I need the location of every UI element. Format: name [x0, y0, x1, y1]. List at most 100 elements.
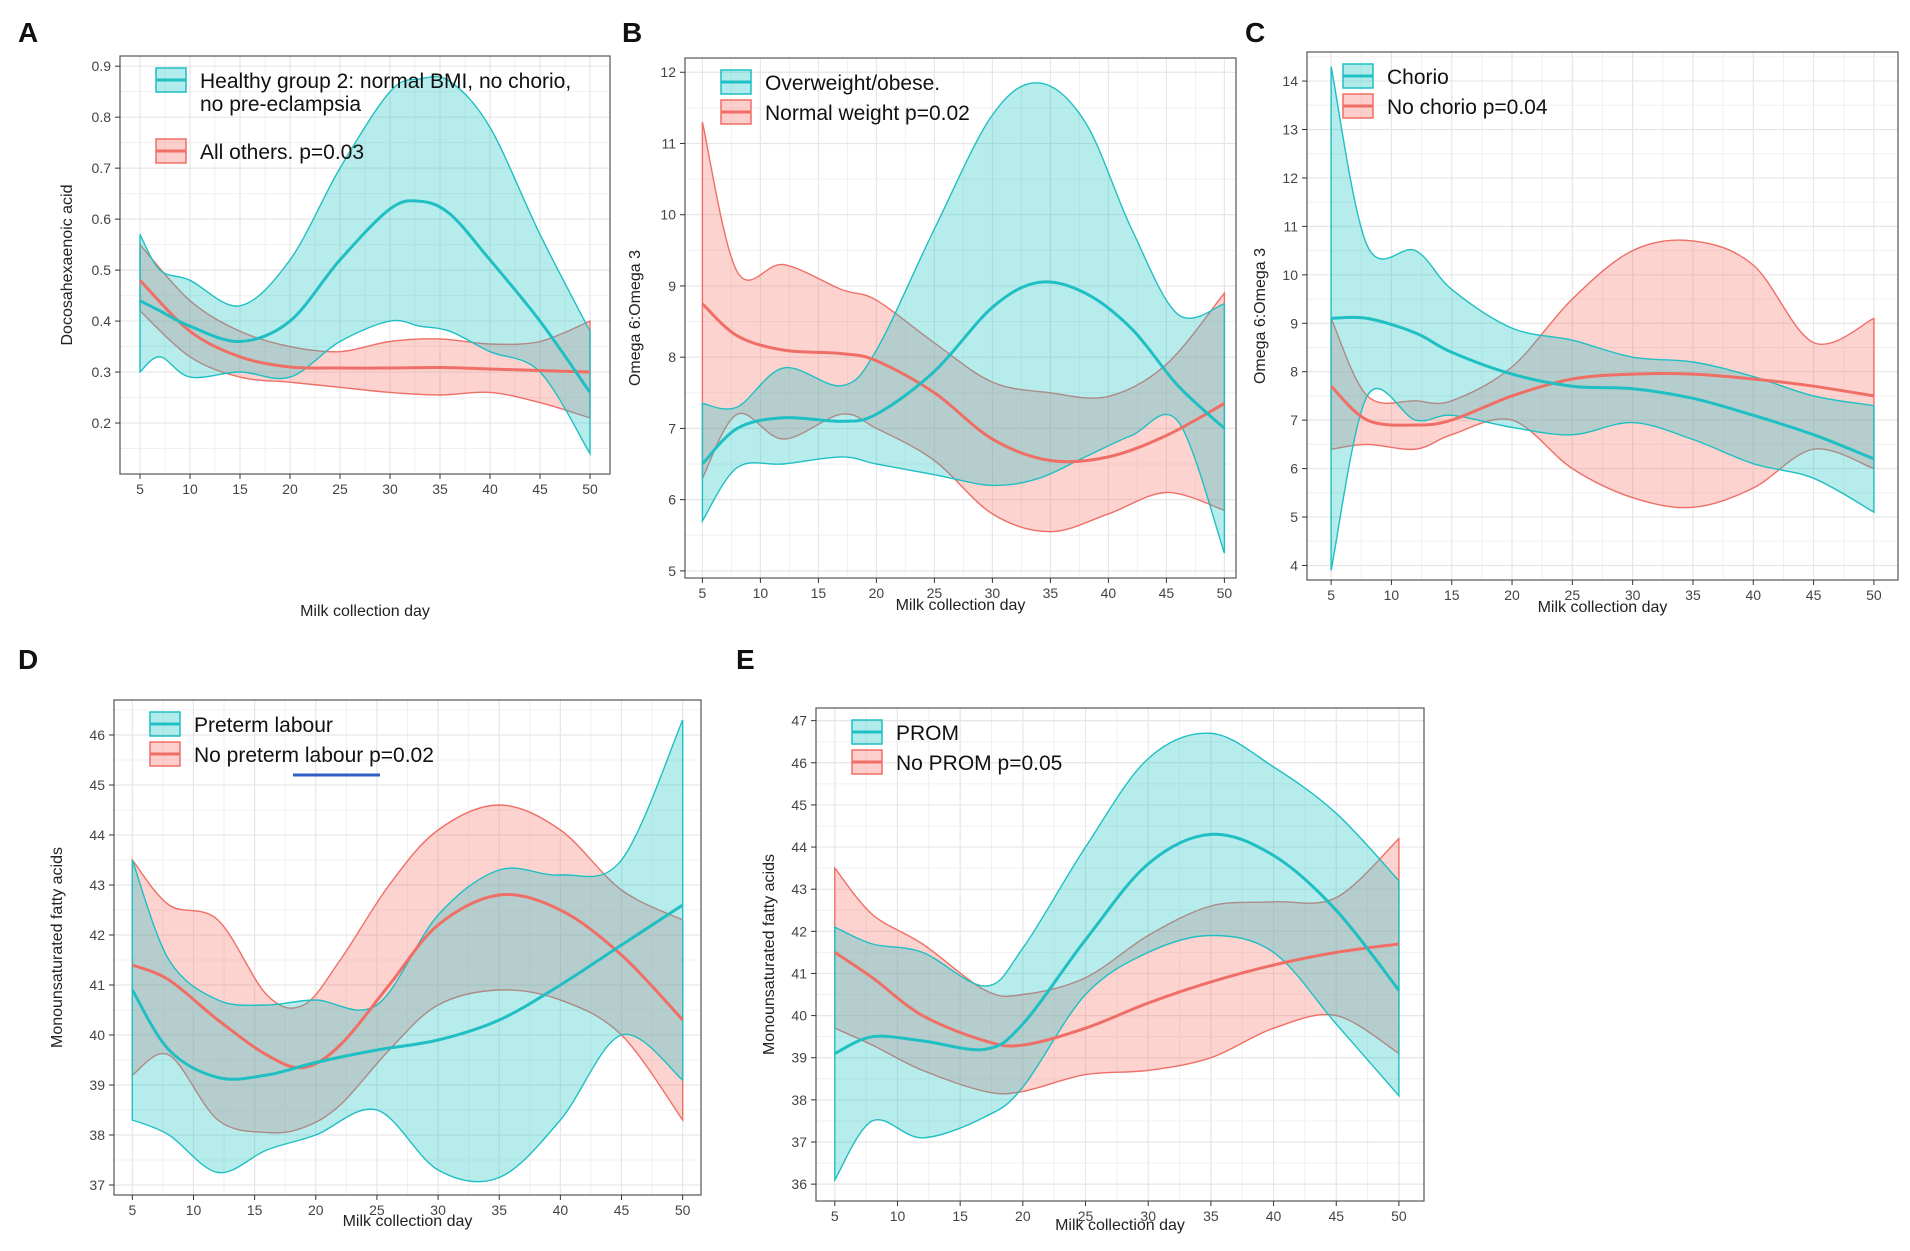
x-tick-label: 40 — [1745, 587, 1761, 603]
legend-label: Preterm labour — [194, 714, 333, 737]
y-tick-label: 7 — [1290, 412, 1298, 428]
legend-label: No PROM p=0.05 — [896, 752, 1062, 775]
x-tick-label: 35 — [491, 1202, 507, 1218]
x-tick-label: 5 — [128, 1202, 136, 1218]
y-tick-label: 8 — [1290, 364, 1298, 380]
axis-ticks: 5 10 15 20 25 30 35 40 45 50 5 6 7 8 9 10 11 12 — [660, 64, 1232, 601]
y-tick-label: 41 — [89, 977, 105, 993]
confidence-band-teal — [834, 732, 1400, 1183]
y-tick-label: 39 — [791, 1050, 807, 1066]
x-tick-label: 25 — [369, 1202, 385, 1218]
x-tick-label: 15 — [247, 1202, 263, 1218]
y-tick-label: 42 — [791, 923, 807, 939]
y-tick-label: 47 — [791, 713, 807, 729]
y-tick-label: 36 — [791, 1176, 807, 1192]
legend: Preterm labour No preterm labour p=0.02 — [149, 711, 434, 777]
y-tick-label: 0.6 — [92, 211, 112, 227]
gridlines — [685, 58, 1236, 578]
x-axis-title: Milk collection day — [896, 597, 1026, 614]
legend-label: No chorio p=0.04 — [1387, 96, 1548, 119]
x-axis-title: Milk collection day — [300, 603, 430, 620]
y-tick-label: 0.2 — [92, 415, 112, 431]
y-tick-label: 14 — [1282, 73, 1298, 89]
x-tick-label: 45 — [532, 481, 548, 497]
plot-frame — [113, 699, 702, 1196]
fit-line-teal — [701, 280, 1226, 466]
y-tick-label: 12 — [1282, 170, 1298, 186]
x-tick-label: 45 — [1806, 587, 1822, 603]
y-axis-title: Docosahexaenoic acid — [59, 185, 76, 346]
x-tick-label: 20 — [308, 1202, 324, 1218]
x-tick-label: 50 — [1866, 587, 1882, 603]
x-tick-label: 30 — [1140, 1208, 1156, 1224]
y-tick-label: 43 — [89, 877, 105, 893]
x-tick-label: 30 — [1625, 587, 1641, 603]
x-tick-label: 15 — [232, 481, 248, 497]
y-tick-label: 11 — [1283, 218, 1298, 234]
y-tick-label: 6 — [1290, 461, 1298, 477]
x-tick-label: 10 — [753, 585, 769, 601]
x-tick-label: 25 — [927, 585, 943, 601]
x-tick-label: 10 — [186, 1202, 202, 1218]
x-tick-label: 35 — [1203, 1208, 1219, 1224]
x-tick-label: 20 — [1504, 587, 1520, 603]
panel-letter: A — [18, 17, 38, 48]
x-tick-label: 50 — [1217, 585, 1233, 601]
legend-label: All others. p=0.03 — [200, 141, 364, 164]
panel-a: A 5 10 15 20 25 30 35 40 45 50 0.2 0.3 0.4 0.5 0.6 0.7 0.… — [18, 17, 611, 620]
x-tick-label: 40 — [482, 481, 498, 497]
y-tick-label: 13 — [1282, 122, 1298, 138]
panel-letter: B — [622, 17, 642, 48]
y-tick-label: 40 — [89, 1027, 105, 1043]
y-tick-label: 10 — [660, 207, 676, 223]
fit-line-teal — [131, 903, 684, 1081]
y-tick-label: 12 — [660, 64, 676, 80]
y-tick-label: 7 — [668, 420, 676, 436]
x-tick-label: 40 — [1266, 1208, 1282, 1224]
x-tick-label: 10 — [182, 481, 198, 497]
x-tick-label: 35 — [432, 481, 448, 497]
y-tick-label: 37 — [791, 1134, 807, 1150]
y-tick-label: 10 — [1282, 267, 1298, 283]
gridlines — [1307, 52, 1898, 580]
plot-frame — [815, 707, 1425, 1202]
y-tick-label: 44 — [89, 827, 105, 843]
fit-line-teal — [1331, 315, 1875, 461]
y-tick-label: 45 — [791, 797, 807, 813]
x-tick-label: 45 — [1328, 1208, 1344, 1224]
y-tick-label: 6 — [668, 492, 676, 508]
x-tick-label: 5 — [1327, 587, 1335, 603]
gridlines — [114, 700, 701, 1195]
y-tick-label: 9 — [668, 278, 676, 294]
x-tick-label: 15 — [811, 585, 827, 601]
x-tick-label: 45 — [614, 1202, 630, 1218]
confidence-band-teal — [701, 82, 1226, 554]
x-tick-label: 10 — [1384, 587, 1400, 603]
x-tick-label: 5 — [136, 481, 144, 497]
x-tick-label: 20 — [869, 585, 885, 601]
fit-line-coral — [138, 279, 591, 374]
y-tick-label: 8 — [668, 349, 676, 365]
plot-frame — [1306, 51, 1899, 581]
x-tick-label: 5 — [831, 1208, 839, 1224]
y-tick-label: 43 — [791, 881, 807, 897]
y-axis-title: Omega 6:Omega 3 — [1252, 248, 1269, 384]
y-tick-label: 41 — [791, 965, 807, 981]
y-tick-label: 46 — [791, 755, 807, 771]
x-axis-title: Milk collection day — [343, 1213, 473, 1230]
panel-letter: D — [18, 644, 38, 675]
legend-label: Normal weight p=0.02 — [765, 102, 970, 125]
y-tick-label: 11 — [661, 135, 676, 151]
x-tick-label: 40 — [553, 1202, 569, 1218]
plot-area — [685, 58, 1236, 578]
y-tick-label: 4 — [1290, 557, 1298, 573]
y-tick-label: 5 — [668, 563, 676, 579]
fit-line-coral — [1330, 372, 1875, 427]
x-tick-label: 20 — [282, 481, 298, 497]
confidence-band-coral — [1330, 239, 1875, 509]
y-tick-label: 0.4 — [92, 313, 112, 329]
panel-letter: C — [1245, 17, 1265, 48]
legend-label: PROM — [896, 722, 959, 745]
x-tick-label: 50 — [675, 1202, 691, 1218]
